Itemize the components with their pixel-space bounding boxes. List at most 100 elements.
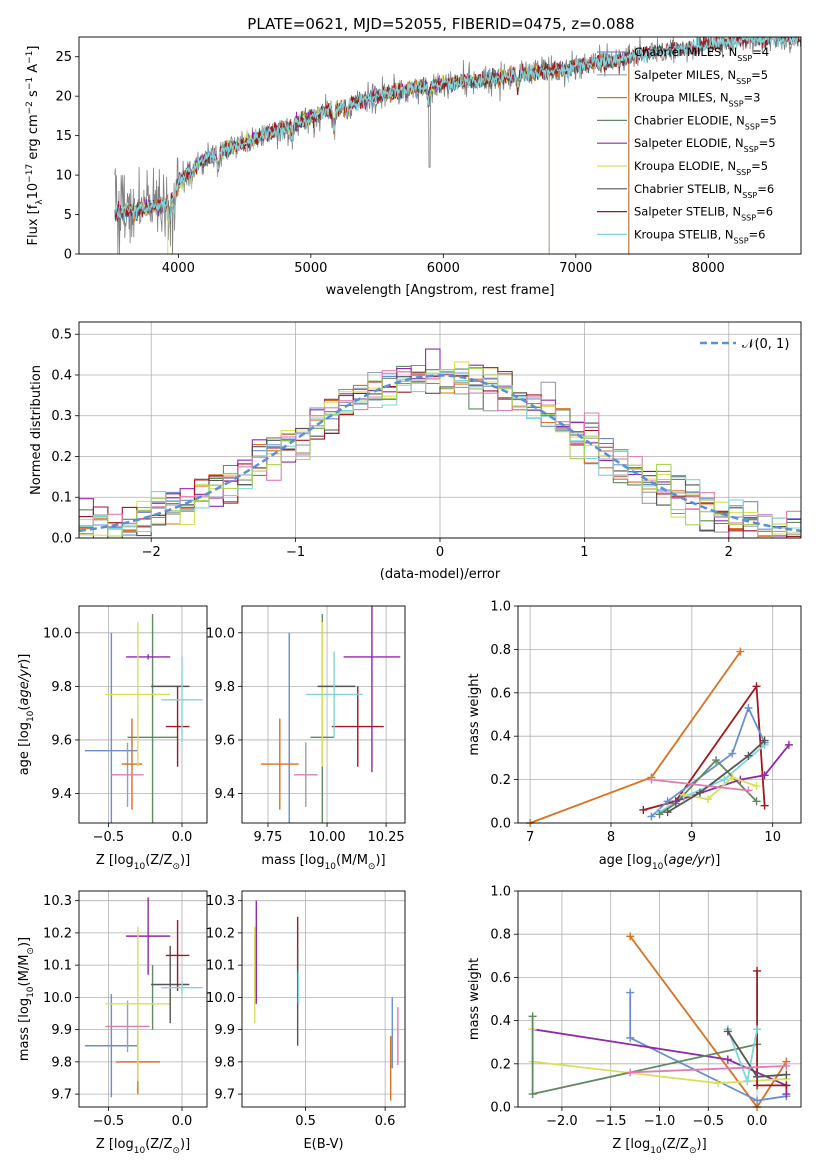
label-part: )] xyxy=(180,853,190,868)
y-tick-label: 9.7 xyxy=(51,1088,72,1103)
x-axis-label: wavelength [Angstrom, rest frame] xyxy=(326,283,555,298)
label-part: )] xyxy=(17,654,32,664)
weight-lines xyxy=(526,647,793,827)
y-tick-label: 10 xyxy=(55,169,72,184)
axes-frame xyxy=(517,605,802,824)
axes-frame xyxy=(78,321,802,539)
y-axis-label: mass weight xyxy=(467,673,482,755)
x-tick-label: 10 xyxy=(764,830,781,845)
label-part: 10 xyxy=(26,986,36,998)
label-part: Z [log xyxy=(96,853,134,868)
x-tick-label: 9 xyxy=(688,830,696,845)
y-tick-label: 9.8 xyxy=(51,1055,72,1070)
legend-entry: Salpeter MILES, NSSP=5 xyxy=(634,68,768,86)
y-tick-label: 20 xyxy=(55,90,72,105)
legend-text: Chabrier MILES, N xyxy=(634,45,737,59)
panels: 4000 5000 6000 7000 80000510152025wavelength… xyxy=(17,36,802,1156)
label-part: age [log xyxy=(17,722,32,775)
y-tick-label: 10.2 xyxy=(43,926,72,941)
weight-line-krou_elodie xyxy=(683,776,757,801)
x-tick-label: 10.25 xyxy=(367,830,404,845)
y-tick-label: 0.5 xyxy=(51,328,72,343)
weight-point-krou_stelib xyxy=(743,1077,752,1086)
x-axis-label: age [log10(age/yr)] xyxy=(599,853,721,872)
weight-point-krou_elodie xyxy=(704,795,713,804)
x-tick-label: 7000 xyxy=(559,261,592,276)
y-axis-label: Flux [fλ10−17 erg cm−2 s−1 A−1] xyxy=(25,46,45,246)
histogram-krou_elodie xyxy=(79,361,801,538)
label-part: (M/M xyxy=(336,853,368,868)
weight-point-krou_elodie xyxy=(714,1079,723,1088)
weight-point-krou_stelib xyxy=(720,775,729,784)
axes-weight_vs_Z: −2.0 −1.5 −1.0 −0.5 0.0 0.0 0.2 0.4 0.6 0.8 1.0 Z [… xyxy=(467,885,802,1156)
x-axis-label: Z [log10(Z/Z⊙)] xyxy=(612,1137,706,1156)
legend-text: Kroupa STELIB, N xyxy=(634,227,734,241)
y-tick-label: 0.4 xyxy=(51,368,72,383)
axes-frame xyxy=(241,890,406,1108)
errorbars xyxy=(84,614,203,823)
y-axis-label: Normed distribution xyxy=(29,365,44,495)
weight-line-pink xyxy=(630,1065,787,1074)
label-part: (M/M xyxy=(17,955,32,987)
x-tick-label: 8000 xyxy=(692,261,725,276)
y-axis-label: mass [log10(M/M⊙)] xyxy=(17,937,36,1061)
label-part: )] xyxy=(375,853,385,868)
label-part: (Z/Z xyxy=(145,853,172,868)
x-tick-label: −0.5 xyxy=(93,830,125,845)
x-tick-label: 9.75 xyxy=(254,830,283,845)
axes-age_vs_mass: 9.75 10.00 10.25 9.4 9.6 9.8 10.0 mass [log10(M… xyxy=(206,605,406,872)
y-tick-label: 10.1 xyxy=(206,959,235,974)
label-part: )] xyxy=(17,937,32,947)
label-part: ⊙ xyxy=(172,1146,180,1156)
legend-entry: Chabrier MILES, NSSP=4 xyxy=(634,45,769,63)
weight-point-salp_elodie xyxy=(782,1090,791,1099)
legend-sub: SSP xyxy=(744,145,759,154)
label-part: 10 xyxy=(134,862,146,872)
legend-text: =5 xyxy=(760,113,777,127)
legend-text: Chabrier ELODIE, N xyxy=(634,113,745,127)
legend-entry: 𝒩(0, 1) xyxy=(742,337,789,352)
y-tick-label: 10.0 xyxy=(43,991,72,1006)
x-tick-label: −0.5 xyxy=(693,1114,725,1129)
legend-text: =5 xyxy=(751,159,768,173)
y-tick-label: 9.9 xyxy=(51,1023,72,1038)
weight-line-chab_stelib xyxy=(667,739,766,813)
axes-frame xyxy=(78,36,802,255)
model-chab_miles xyxy=(114,51,630,254)
x-axis-label: Z [log10(Z/Z⊙)] xyxy=(96,1137,190,1156)
weight-point-krou_elodie xyxy=(679,790,688,799)
axes-frame xyxy=(78,890,208,1108)
label-part: ( xyxy=(17,706,32,711)
label-part: 10 xyxy=(134,1146,146,1156)
y-tick-label: 0.6 xyxy=(490,686,511,701)
legend-text: Salpeter MILES, N xyxy=(634,68,736,82)
legend-text: Kroupa MILES, N xyxy=(634,91,729,105)
weight-point-salp_stelib xyxy=(782,1081,791,1090)
y-tick-label: 10.3 xyxy=(206,894,235,909)
y-tick-label: 9.6 xyxy=(51,733,72,748)
model-krou_elodie xyxy=(114,61,550,254)
legend-text: =4 xyxy=(752,45,769,59)
y-tick-label: 9.9 xyxy=(214,1023,235,1038)
legend-text: =5 xyxy=(759,136,776,150)
model-krou_stelib xyxy=(114,37,801,228)
legend-sub: SSP xyxy=(734,236,749,245)
legend-text: Salpeter ELODIE, N xyxy=(634,136,744,150)
x-axis-label: E(B-V) xyxy=(303,1137,343,1152)
legend-entry: Kroupa ELODIE, NSSP=5 xyxy=(634,159,768,177)
axes-mass_vs_ebv: 0.5 0.6 9.7 9.8 9.9 10.0 10.1 10.2 10.3 E(B-V) xyxy=(206,890,406,1152)
y-tick-label: 10.2 xyxy=(206,926,235,941)
spectrum-lines xyxy=(114,37,801,254)
x-tick-label: −2 xyxy=(142,545,161,560)
axes-residuals: −2 −1 0 1 2 0.0 0.1 0.2 0.3 0.4 0.5 (data-model)/er… xyxy=(29,321,802,582)
weight-point-salp_stelib xyxy=(760,801,769,810)
label-part: Flux [f xyxy=(26,204,41,245)
weight-point-chab_miles xyxy=(744,703,753,712)
x-tick-label: −2.0 xyxy=(546,1114,578,1129)
weight-point-chab_miles xyxy=(663,797,672,806)
y-tick-label: 0.4 xyxy=(490,1014,511,1029)
legend-sub: SSP xyxy=(736,76,751,85)
legend-text: Kroupa ELODIE, N xyxy=(634,159,736,173)
y-tick-label: 9.8 xyxy=(214,1055,235,1070)
